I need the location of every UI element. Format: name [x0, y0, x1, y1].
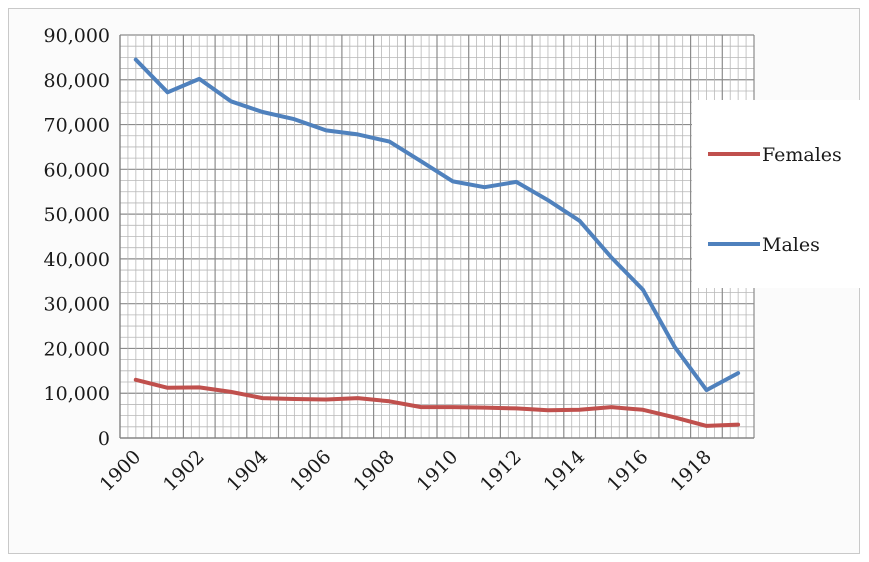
x-tick-label: 1902 — [159, 446, 209, 496]
x-tick-label: 1900 — [96, 446, 146, 496]
legend-box — [692, 100, 860, 288]
y-tick-label: 0 — [98, 428, 110, 450]
y-tick-label: 50,000 — [44, 204, 110, 226]
x-tick-label: 1916 — [603, 446, 653, 496]
axes — [119, 35, 754, 439]
x-tick-label: 1918 — [666, 446, 716, 496]
x-tick-label: 1906 — [286, 446, 336, 496]
series-line-females — [133, 377, 741, 428]
series-line-males — [133, 57, 741, 393]
y-tick-label: 90,000 — [44, 25, 110, 47]
x-tick-label: 1912 — [476, 446, 526, 496]
legend-label-females: Females — [762, 144, 842, 166]
y-tick-label: 80,000 — [44, 70, 110, 92]
grid — [119, 34, 755, 439]
x-tick-label: 1904 — [222, 446, 272, 496]
series-lines — [133, 57, 741, 428]
y-tick-label: 30,000 — [44, 294, 110, 316]
y-tick-label: 40,000 — [44, 249, 110, 271]
y-tick-label: 70,000 — [44, 115, 110, 137]
x-tick-label: 1910 — [413, 446, 463, 496]
y-tick-label: 60,000 — [44, 159, 110, 181]
y-tick-label: 20,000 — [44, 338, 110, 360]
x-tick-label: 1914 — [539, 446, 589, 496]
legend: Females Males — [692, 100, 860, 288]
legend-label-males: Males — [762, 234, 820, 256]
y-tick-label: 10,000 — [44, 383, 110, 405]
x-tick-label: 1908 — [349, 446, 399, 496]
y-axis-tick-labels: 0 10,000 20,000 30,000 40,000 50,000 60,000 70,… — [44, 25, 110, 450]
x-axis-tick-labels: 1900 1902 1904 1906 1908 1910 1912 1914 1916 1918 — [96, 446, 716, 496]
